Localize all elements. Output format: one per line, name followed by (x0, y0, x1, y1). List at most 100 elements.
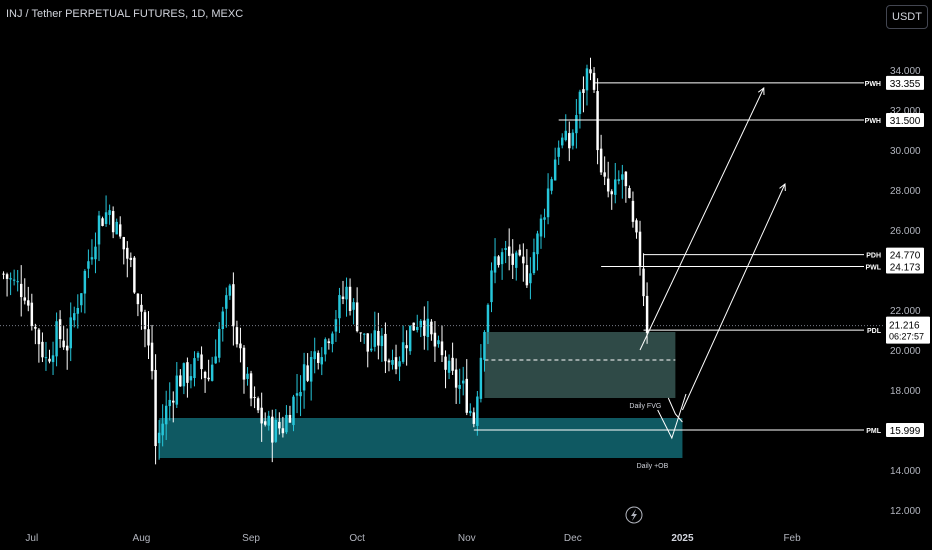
candle-body (507, 246, 511, 256)
candle-body (532, 252, 536, 274)
projection-arrow (667, 397, 683, 423)
candle-body (525, 265, 529, 286)
candle-body (419, 320, 423, 328)
candle-body (327, 341, 331, 344)
lightning-icon-bolt (631, 509, 637, 521)
candle-body (196, 352, 200, 358)
candle-body (458, 384, 461, 389)
candle-body (285, 414, 288, 433)
candle-body (426, 318, 430, 338)
currency-button[interactable]: USDT (886, 5, 928, 29)
candle-body (58, 319, 62, 340)
candle-body (154, 369, 157, 447)
candle-body (83, 270, 87, 294)
candle-body (391, 360, 394, 365)
candle-body (536, 233, 539, 255)
candle-body (309, 357, 313, 382)
candle-body (511, 253, 514, 265)
level-label: PDL (867, 328, 882, 335)
candle-body (246, 373, 249, 379)
candle-body (543, 217, 546, 220)
candle-body (529, 273, 532, 284)
candle-body (493, 256, 497, 273)
level-badge (886, 247, 924, 262)
candle-body (129, 257, 133, 260)
level-label: PWL (865, 265, 881, 272)
candle-body (65, 345, 69, 351)
candle-body (295, 393, 299, 396)
candle-body (235, 327, 239, 345)
candle-body (373, 330, 377, 347)
candle-body (256, 398, 260, 411)
price-tick-label: 28.000 (890, 186, 921, 197)
candle-body (313, 351, 316, 360)
candle-body (232, 284, 235, 327)
candle-body (486, 304, 490, 332)
candle-body (433, 332, 437, 347)
candle-body (12, 279, 16, 281)
candle-body (362, 333, 366, 335)
candle-body (164, 405, 168, 425)
level-badge (886, 423, 924, 438)
candle-body (9, 278, 12, 280)
candle-body (377, 330, 380, 346)
candle-body (97, 215, 101, 245)
candle-body (16, 281, 19, 283)
candle-body (338, 295, 341, 319)
candle-body (599, 148, 603, 173)
time-tick-label: Dec (564, 533, 582, 544)
candle-body (387, 360, 391, 363)
candle-body (278, 421, 281, 429)
candle-body (451, 357, 454, 371)
candle-body (94, 246, 97, 260)
candle-body (140, 304, 143, 312)
last-price-value: 21.216 (889, 321, 920, 332)
candle-body (168, 399, 171, 407)
candle-body (465, 378, 468, 413)
projection-arrow (681, 183, 786, 411)
candle-body (617, 179, 621, 181)
candle-body (621, 174, 624, 180)
candle-body (306, 365, 309, 381)
candle-body (122, 237, 125, 250)
candle-body (476, 396, 479, 426)
candle-body (582, 89, 585, 93)
candle-body (405, 345, 408, 349)
candle-body (437, 340, 440, 345)
candle-body (2, 273, 5, 275)
candle-body (638, 231, 642, 266)
time-tick-label: Aug (133, 533, 151, 544)
candle-body (416, 326, 419, 331)
candle-body (249, 373, 253, 399)
candle-body (324, 339, 327, 355)
arrow-head (757, 87, 765, 96)
price-axis (884, 0, 932, 550)
level-badge-value: 24.173 (890, 263, 921, 274)
candle-body (568, 133, 571, 149)
zone-rect (159, 418, 683, 458)
candle-body (299, 391, 302, 397)
candle-body (87, 261, 90, 269)
candle-body (150, 342, 154, 372)
candle-body (370, 348, 373, 351)
level-label: PDH (866, 253, 881, 260)
candle-body (133, 257, 136, 293)
candle-body (522, 256, 525, 264)
candle-body (253, 396, 256, 398)
candle-body (504, 248, 507, 250)
candle-body (203, 371, 207, 379)
candle-body (444, 356, 447, 370)
candle-body (596, 91, 599, 151)
candle-body (225, 295, 228, 309)
candle-body (317, 352, 320, 363)
lightning-icon (625, 506, 643, 524)
time-tick-label: Feb (783, 533, 801, 544)
candle-body (469, 410, 472, 414)
candle-body (263, 421, 267, 425)
candle-body (546, 188, 550, 218)
candle-body (515, 252, 518, 268)
time-axis (0, 522, 932, 550)
candle-body (90, 257, 94, 260)
candle-body (631, 200, 635, 222)
